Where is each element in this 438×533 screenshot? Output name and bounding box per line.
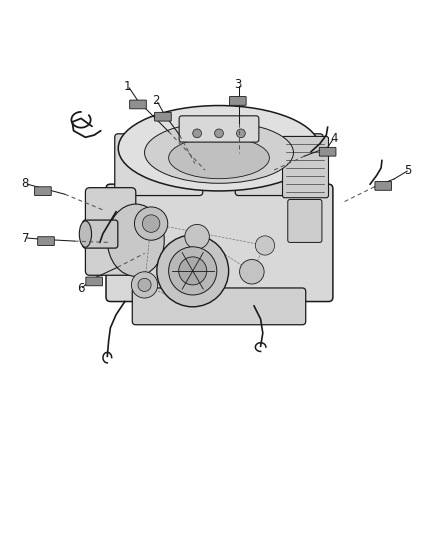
Ellipse shape xyxy=(107,204,164,276)
Ellipse shape xyxy=(145,122,293,183)
Text: 7: 7 xyxy=(21,231,29,245)
FancyBboxPatch shape xyxy=(35,187,51,196)
Circle shape xyxy=(131,272,158,298)
FancyBboxPatch shape xyxy=(179,116,259,142)
Text: 5: 5 xyxy=(405,164,412,176)
FancyBboxPatch shape xyxy=(155,112,171,121)
Circle shape xyxy=(169,247,217,295)
Text: 3: 3 xyxy=(234,78,241,91)
Text: 4: 4 xyxy=(330,132,338,144)
FancyBboxPatch shape xyxy=(85,188,136,275)
FancyBboxPatch shape xyxy=(132,288,306,325)
Circle shape xyxy=(142,215,160,232)
FancyBboxPatch shape xyxy=(86,277,102,286)
FancyBboxPatch shape xyxy=(319,147,336,156)
Ellipse shape xyxy=(79,221,92,247)
FancyBboxPatch shape xyxy=(283,136,328,198)
FancyBboxPatch shape xyxy=(83,220,118,248)
Circle shape xyxy=(215,129,223,138)
FancyBboxPatch shape xyxy=(288,199,322,243)
Circle shape xyxy=(193,129,201,138)
Ellipse shape xyxy=(118,106,320,191)
FancyBboxPatch shape xyxy=(130,100,146,109)
FancyBboxPatch shape xyxy=(106,184,333,302)
FancyBboxPatch shape xyxy=(115,134,203,196)
FancyBboxPatch shape xyxy=(235,134,323,196)
FancyBboxPatch shape xyxy=(38,237,54,246)
Circle shape xyxy=(237,129,245,138)
Text: 2: 2 xyxy=(152,94,160,107)
FancyBboxPatch shape xyxy=(230,96,246,106)
Text: 6: 6 xyxy=(77,282,85,295)
Text: 8: 8 xyxy=(22,177,29,190)
Circle shape xyxy=(138,278,151,292)
Circle shape xyxy=(157,235,229,307)
FancyBboxPatch shape xyxy=(375,182,392,190)
Circle shape xyxy=(240,260,264,284)
Text: 1: 1 xyxy=(124,79,132,93)
Ellipse shape xyxy=(169,137,269,179)
Circle shape xyxy=(185,224,209,249)
Circle shape xyxy=(179,257,207,285)
Circle shape xyxy=(134,207,168,240)
Circle shape xyxy=(255,236,275,255)
